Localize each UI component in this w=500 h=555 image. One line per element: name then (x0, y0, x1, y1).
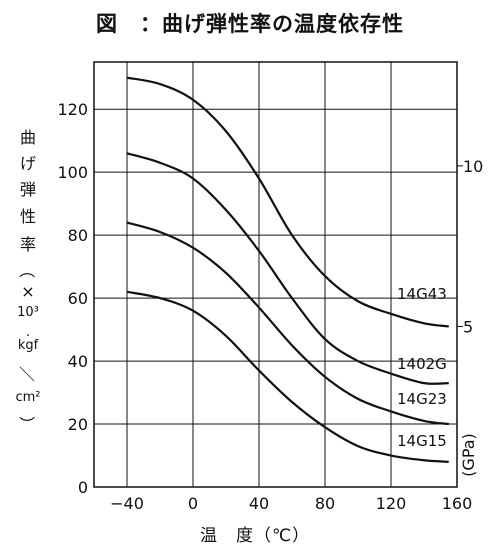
y-axis-label-char: 10³ (17, 305, 39, 320)
x-tick-label: 160 (442, 494, 473, 513)
y-axis-label-char: 性 (19, 207, 36, 226)
y-tick-label: 120 (57, 100, 88, 119)
y-axis-label-char: cm² (15, 390, 41, 405)
series-label: 14G43 (397, 285, 447, 303)
y-tick-label: 0 (78, 478, 88, 497)
y-axis-label-char: 率 (19, 235, 36, 254)
series-line (126, 290, 449, 463)
series-label: 1402G (397, 355, 447, 373)
x-tick-label: 120 (376, 494, 407, 513)
y-tick-label: 20 (68, 415, 88, 434)
x-axis-label: 温 度（℃） (200, 526, 311, 546)
x-tick-label: 0 (188, 494, 198, 513)
y-tick-label: 100 (57, 163, 88, 182)
x-tick-label: 40 (249, 494, 269, 513)
y-axis-label-char: · (25, 329, 31, 344)
y-axis-label-char: げ (19, 154, 36, 173)
x-tick-label: −40 (110, 494, 144, 513)
y2-unit-label: (GPa) (459, 433, 478, 477)
x-tick-label: 80 (315, 494, 335, 513)
y-axis-label-char: × (21, 282, 35, 301)
y-axis-label-char: 曲 (19, 128, 36, 147)
series-line (126, 76, 449, 328)
y-tick-label: 80 (68, 226, 88, 245)
y-axis-label-char: 弾 (19, 180, 36, 199)
chart-title: 図 ：曲げ弾性率の温度依存性 (96, 12, 404, 36)
series-line (126, 221, 449, 426)
series-label: 14G23 (397, 390, 447, 408)
y-tick-label: 40 (68, 352, 88, 371)
y-axis-label-char: kgf (17, 338, 39, 353)
y2-tick-label: 5 (463, 317, 473, 336)
series-label: 14G15 (397, 432, 447, 450)
y-tick-label: 60 (68, 289, 88, 308)
series-line (126, 152, 449, 385)
y2-tick-label: 10 (463, 157, 483, 176)
